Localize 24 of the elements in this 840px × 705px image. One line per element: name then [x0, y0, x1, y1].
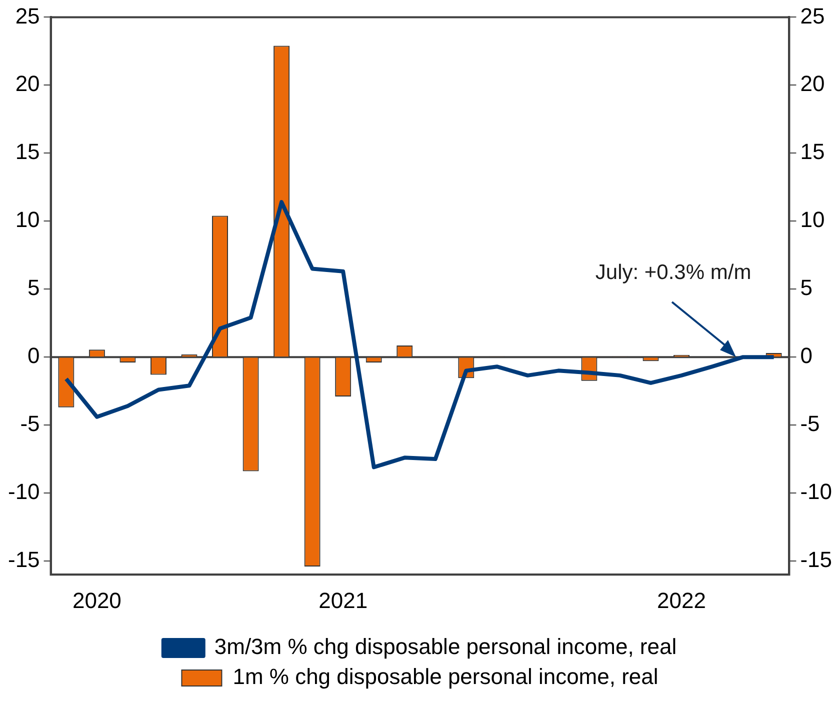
annotation: July: +0.3% m/m: [595, 261, 752, 284]
y-tick-label: 15: [15, 139, 40, 164]
y2-tick-label: 20: [800, 71, 825, 96]
y-tick-label: -15: [8, 547, 40, 572]
y2-tick-label: -10: [800, 479, 832, 504]
legend-label: 3m/3m % chg disposable personal income, real: [214, 634, 677, 660]
y2-tick-label: -5: [800, 411, 820, 436]
y2-tick-label: 25: [800, 3, 825, 28]
y2-tick-label: 10: [800, 207, 825, 232]
y2-tick-label: -15: [800, 547, 832, 572]
y2-tick-label: 15: [800, 139, 825, 164]
y2-tick-label: 0: [800, 343, 812, 368]
y-tick-label: 0: [28, 343, 40, 368]
x-tick-label: 2020: [72, 588, 122, 613]
y2-tick-label: 5: [800, 275, 812, 300]
y-tick-label: 25: [15, 3, 40, 28]
x-tick-label: 2021: [318, 588, 368, 613]
y-tick-label: 5: [28, 275, 40, 300]
y-tick-label: 20: [15, 71, 40, 96]
legend-label: 1m % chg disposable personal income, real: [232, 664, 658, 690]
y-tick-label: 10: [15, 207, 40, 232]
y-tick-label: -5: [20, 411, 40, 436]
x-tick-label: 2022: [657, 588, 706, 613]
y-tick-label: -10: [8, 479, 40, 504]
